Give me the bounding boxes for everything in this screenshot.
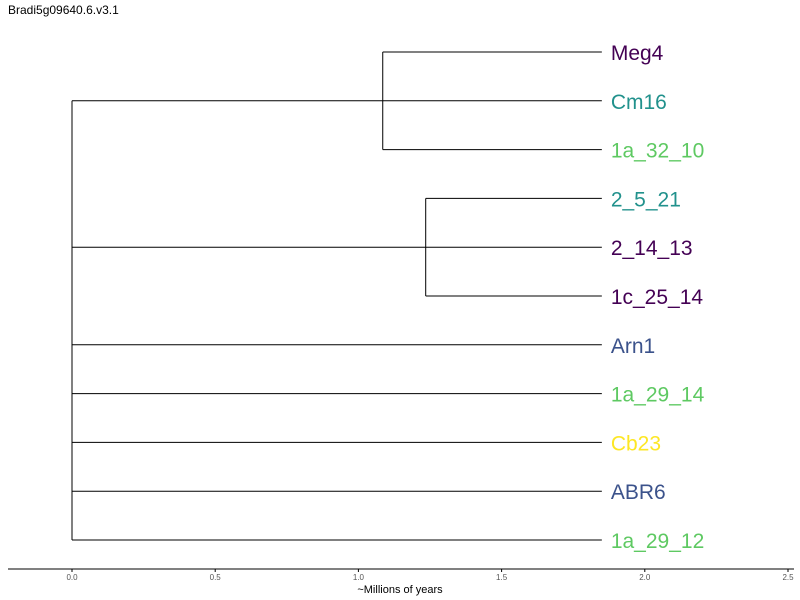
leaf-labels: Meg4 Cm16 1a_32_10 2_5_21 2_14_13 1c_25_14 Arn… [611, 42, 705, 553]
x-axis-tick-label: 0.0 [66, 573, 78, 582]
x-axis-tick-label: 1.5 [496, 573, 508, 582]
leaf-label: 1c_25_14 [611, 286, 704, 309]
x-axis-tick-label: 2.0 [639, 573, 651, 582]
leaf-label: Cm16 [611, 91, 667, 114]
x-axis-tick-label: 1.0 [353, 573, 365, 582]
x-axis-tick-label: 0.5 [210, 573, 222, 582]
leaf-label: Cb23 [611, 432, 661, 455]
leaf-label: ABR6 [611, 481, 666, 504]
tree-branches [71, 51, 602, 541]
leaf-label: 2_14_13 [611, 237, 693, 260]
leaf-label: Meg4 [611, 42, 664, 65]
x-axis: 0.0 0.5 1.0 1.5 2.0 2.5 ~Millions of years [8, 568, 794, 596]
x-axis-tick-label: 2.5 [782, 573, 794, 582]
leaf-label: 2_5_21 [611, 188, 681, 211]
leaf-label: 1a_29_14 [611, 384, 705, 407]
leaf-label: 1a_32_10 [611, 140, 704, 163]
x-axis-ticks: 0.0 0.5 1.0 1.5 2.0 2.5 [66, 569, 794, 582]
leaf-label: Arn1 [611, 335, 655, 358]
leaf-label: 1a_29_12 [611, 530, 704, 553]
x-axis-label: ~Millions of years [357, 584, 443, 596]
page-title: Bradi5g09640.6.v3.1 [8, 3, 119, 17]
